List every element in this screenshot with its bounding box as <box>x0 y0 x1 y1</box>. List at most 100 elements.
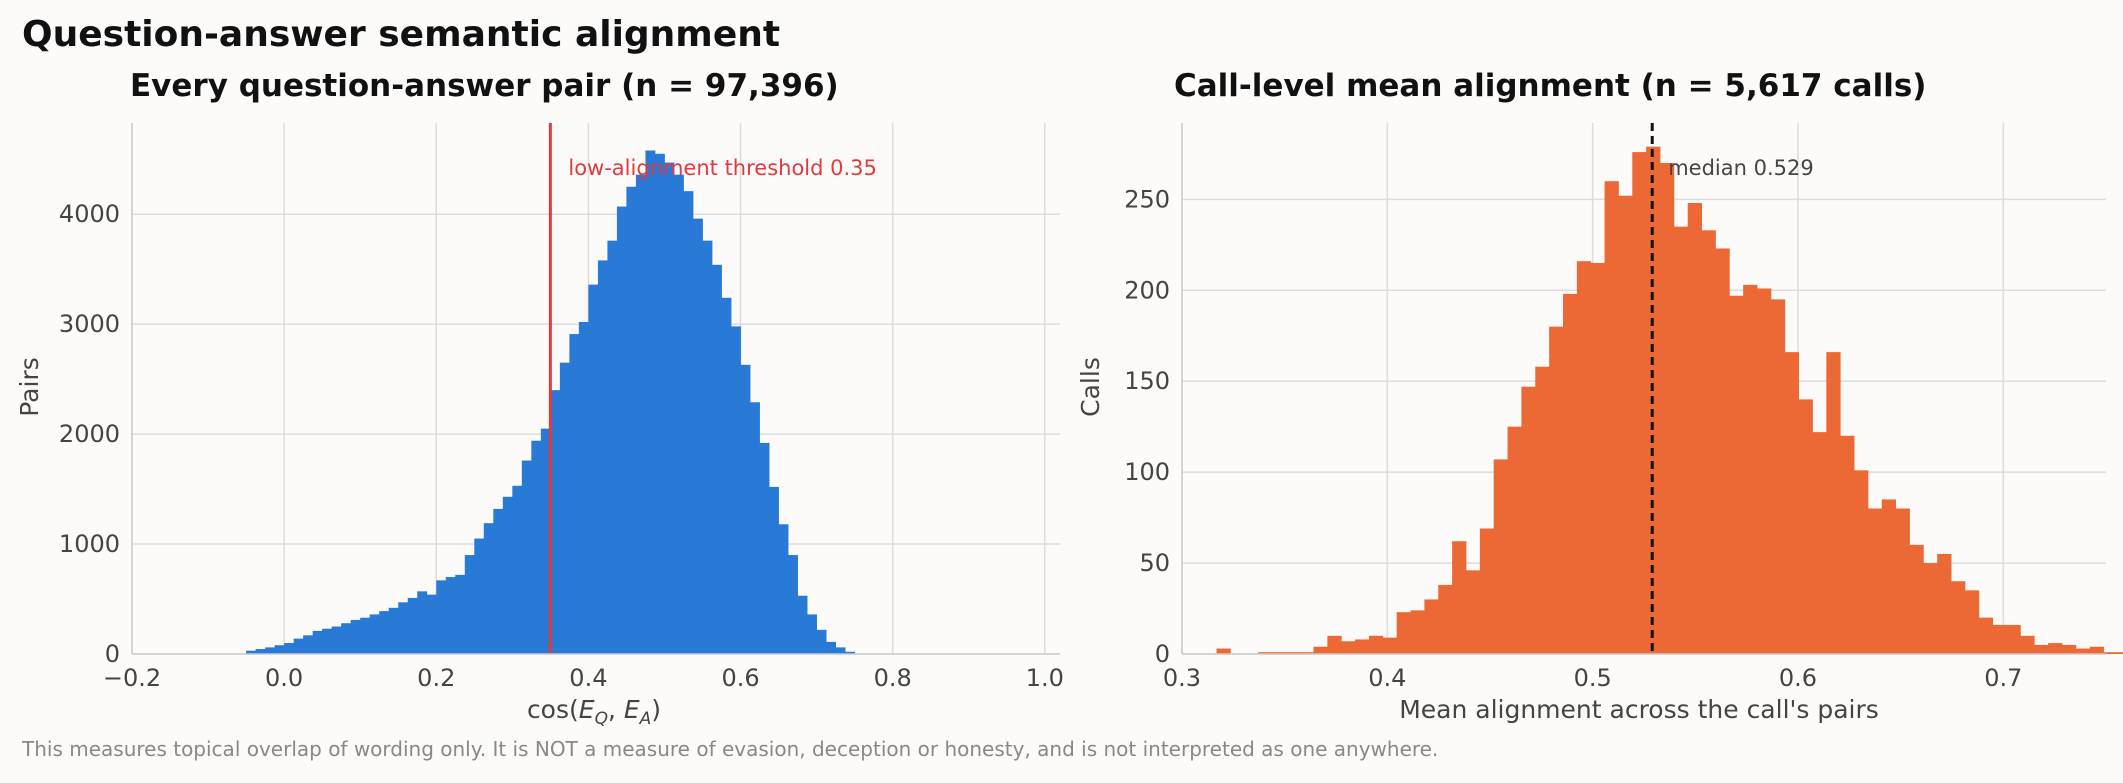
right-panel-title: Call-level mean alignment (n = 5,617 cal… <box>1174 68 1926 104</box>
x-tick-label: 0.5 <box>1574 664 1612 692</box>
histogram-bar <box>512 485 523 654</box>
histogram-bar <box>312 630 323 654</box>
histogram-bar <box>750 402 760 654</box>
histogram-bar <box>274 645 285 654</box>
histogram-bar <box>1992 624 2007 654</box>
histogram-bar <box>350 619 361 654</box>
x-tick-label: 0.2 <box>417 664 455 692</box>
x-tick-label: 1.0 <box>1026 664 1064 692</box>
y-tick-label: 150 <box>1124 367 1170 395</box>
median-line-label: median 0.529 <box>1668 156 1814 180</box>
y-tick-label: 2000 <box>59 420 120 448</box>
histogram-bar <box>246 650 257 654</box>
histogram-bar <box>1964 590 1980 654</box>
histogram-bar <box>835 647 846 654</box>
histogram-bar <box>1327 635 1342 654</box>
histogram-bar <box>1507 426 1522 654</box>
histogram-bar <box>265 647 276 654</box>
histogram-bar <box>303 635 314 654</box>
histogram-bar <box>445 577 456 654</box>
histogram-bar <box>597 260 608 654</box>
histogram-bar <box>2089 646 2104 654</box>
histogram-bar <box>1618 195 1633 654</box>
histogram-bar <box>635 174 646 654</box>
histogram-bar <box>521 460 532 654</box>
histogram-bar <box>1867 508 1883 654</box>
histogram-bar <box>1299 652 1314 654</box>
x-tick-label: 0.6 <box>1779 664 1817 692</box>
histogram-bar <box>1271 652 1287 654</box>
histogram-bar <box>1285 652 1301 654</box>
histogram-bar <box>673 174 684 654</box>
histogram-bar <box>1424 599 1439 654</box>
histogram-bar <box>588 284 599 654</box>
histogram-bar <box>816 629 827 654</box>
histogram-bar <box>702 240 713 654</box>
histogram-bar <box>341 623 352 654</box>
histogram-bar <box>417 591 428 654</box>
histogram-bar <box>1341 641 1356 654</box>
histogram-bar <box>740 364 751 654</box>
left-threshold: low-alignment threshold 0.35 <box>548 123 877 654</box>
histogram-bar <box>531 440 542 654</box>
x-tick-label: 0.0 <box>265 664 303 692</box>
histogram-bar <box>683 191 694 654</box>
histogram-bar <box>1812 432 1827 654</box>
histogram-bar <box>1660 163 1675 655</box>
histogram-bar <box>331 626 342 654</box>
histogram-bar <box>845 651 856 654</box>
histogram-bar <box>712 264 722 654</box>
histogram-bar <box>322 628 333 654</box>
histogram-bar <box>1562 293 1578 654</box>
histogram-bar <box>360 617 371 654</box>
histogram-bar <box>388 607 399 654</box>
histogram-bar <box>1604 181 1619 655</box>
histogram-bar <box>436 580 447 654</box>
histogram-bar <box>1465 570 1481 654</box>
histogram-bar <box>1382 637 1398 654</box>
histogram-bar <box>1521 386 1536 654</box>
histogram-bar <box>1479 528 1495 654</box>
histogram-bar <box>1923 563 1938 654</box>
histogram-bar <box>1632 152 1647 654</box>
histogram-bar <box>1258 652 1273 654</box>
left-panel-title: Every question-answer pair (n = 97,396) <box>130 68 839 104</box>
histogram-bar <box>1355 639 1370 654</box>
histogram-bar <box>1840 435 1855 654</box>
histogram-bar <box>1937 553 1952 654</box>
y-tick-label: 100 <box>1124 458 1170 486</box>
x-tick-label: 0.3 <box>1163 664 1201 692</box>
histogram-bar <box>493 508 504 654</box>
y-tick-label: 0 <box>105 640 120 668</box>
histogram-bar <box>1687 203 1702 654</box>
histogram-bar <box>1881 499 1897 654</box>
histogram-bar <box>1493 459 1508 654</box>
figure-title: Question-answer semantic alignment <box>22 14 780 55</box>
footnote: This measures topical overlap of wording… <box>21 737 1438 761</box>
histogram-bar <box>2117 652 2123 654</box>
histogram-bar <box>1396 612 1411 654</box>
histogram-bar <box>1951 581 1966 654</box>
histogram-bar <box>2061 644 2077 654</box>
histogram-bar <box>721 297 732 654</box>
histogram-bar <box>255 649 266 654</box>
histogram-bar <box>578 321 589 654</box>
histogram-bar <box>759 442 770 654</box>
histogram-bar <box>2048 643 2063 654</box>
histogram-bar <box>1909 544 1924 654</box>
y-tick-label: 200 <box>1124 276 1170 304</box>
right-x-axis-label: Mean alignment across the call's pairs <box>1399 695 1879 724</box>
histogram-bar <box>483 523 494 654</box>
y-tick-label: 50 <box>1139 549 1170 577</box>
histogram-bar <box>1895 508 1910 654</box>
histogram-bar <box>2034 644 2049 654</box>
y-tick-label: 4000 <box>59 200 120 228</box>
histogram-bar <box>1757 288 1772 654</box>
histogram-bar <box>1701 230 1716 655</box>
right-panel: Call-level mean alignment (n = 5,617 cal… <box>1076 68 2123 724</box>
histogram-bar <box>550 390 561 654</box>
histogram-bar <box>464 555 475 654</box>
y-tick-label: 1000 <box>59 530 120 558</box>
left-panel: Every question-answer pair (n = 97,396) … <box>15 68 1064 729</box>
